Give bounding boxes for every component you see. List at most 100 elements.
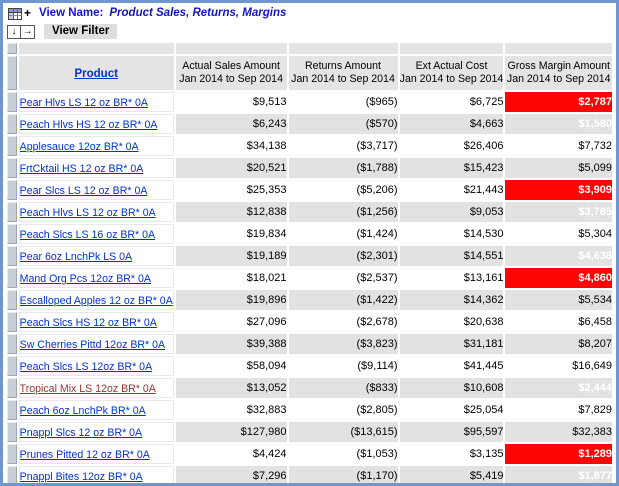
product-link[interactable]: Peach Slcs HS 12 oz BR* 0A bbox=[19, 317, 157, 329]
row-handle[interactable] bbox=[7, 378, 17, 398]
product-link[interactable]: Peach 6oz LnchPk BR* 0A bbox=[19, 405, 146, 417]
arrow-right-icon[interactable]: → bbox=[21, 24, 35, 39]
returns-cell: ($1,170) bbox=[288, 466, 398, 483]
table-row: Peach Slcs LS 12oz BR* 0A $58,094 ($9,114)… bbox=[7, 356, 612, 376]
cost-cell: $41,445 bbox=[399, 356, 504, 376]
view-title: Product Sales, Returns, Margins bbox=[109, 7, 287, 19]
row-handle[interactable] bbox=[7, 92, 17, 112]
margin-cell: $7,732 bbox=[505, 136, 612, 156]
view-filter-label[interactable]: View Filter bbox=[44, 24, 118, 39]
cost-cell: $14,551 bbox=[399, 246, 504, 266]
table-row: Prunes Pitted 12 oz BR* 0A $4,424 ($1,053)… bbox=[7, 444, 612, 464]
cost-cell: $5,419 bbox=[399, 466, 504, 483]
row-handle[interactable] bbox=[7, 312, 17, 332]
returns-cell: ($5,206) bbox=[288, 180, 398, 200]
product-cell: Applesauce 12oz BR* 0A bbox=[18, 136, 174, 156]
sales-cell: $34,138 bbox=[175, 136, 287, 156]
row-handle[interactable] bbox=[7, 158, 17, 178]
row-handle[interactable] bbox=[7, 290, 17, 310]
product-link[interactable]: Pear Slcs LS 12 oz BR* 0A bbox=[19, 185, 148, 197]
column-header-returns[interactable]: Returns Amount Jan 2014 to Sep 2014 bbox=[288, 56, 398, 90]
row-handle[interactable] bbox=[7, 136, 17, 156]
product-link[interactable]: Mand Org Pcs 12oz BR* 0A bbox=[19, 273, 151, 285]
product-link[interactable]: Tropical Mix LS 12oz BR* 0A bbox=[19, 383, 156, 395]
cost-cell: $26,406 bbox=[399, 136, 504, 156]
returns-cell: ($3,717) bbox=[288, 136, 398, 156]
product-link[interactable]: Peach Hlvs HS 12 oz BR* 0A bbox=[19, 119, 158, 131]
cost-cell: $10,608 bbox=[399, 378, 504, 398]
product-link[interactable]: FrtCktail HS 12 oz BR* 0A bbox=[19, 163, 144, 175]
returns-cell: ($2,678) bbox=[288, 312, 398, 332]
row-handle[interactable] bbox=[7, 466, 17, 483]
product-link[interactable]: Pear Hlvs LS 12 oz BR* 0A bbox=[19, 97, 149, 109]
product-link[interactable]: Sw Cherries Pittd 12oz BR* 0A bbox=[19, 339, 166, 351]
grid-head: Product Actual Sales Amount Jan 2014 to … bbox=[7, 43, 612, 90]
margin-cell: $5,534 bbox=[505, 290, 612, 310]
row-handle[interactable] bbox=[7, 246, 17, 266]
product-cell: Pnappl Slcs 12 oz BR* 0A bbox=[18, 422, 174, 442]
row-handle[interactable] bbox=[7, 224, 17, 244]
product-link[interactable]: Peach Slcs LS 16 oz BR* 0A bbox=[19, 229, 156, 241]
sales-cell: $9,513 bbox=[175, 92, 287, 112]
metric-name: Gross Margin Amount bbox=[507, 60, 610, 72]
returns-cell: ($1,788) bbox=[288, 158, 398, 178]
metric-name: Actual Sales Amount bbox=[182, 60, 281, 72]
spacer-cell bbox=[505, 43, 612, 54]
sales-cell: $127,980 bbox=[175, 422, 287, 442]
table-row: Pear Slcs LS 12 oz BR* 0A $25,353 ($5,206)… bbox=[7, 180, 612, 200]
margin-cell: $3,909 bbox=[505, 180, 612, 200]
cost-cell: $6,725 bbox=[399, 92, 504, 112]
product-link[interactable]: Pear 6oz LnchPk LS 0A bbox=[19, 251, 133, 263]
product-link[interactable]: Prunes Pitted 12 oz BR* 0A bbox=[19, 449, 150, 461]
metric-name: Ext Actual Cost bbox=[415, 60, 488, 72]
row-handle[interactable] bbox=[7, 114, 17, 134]
column-header-ext-actual-cost[interactable]: Ext Actual Cost Jan 2014 to Sep 2014 bbox=[399, 56, 504, 90]
margin-cell: $8,207 bbox=[505, 334, 612, 354]
margin-cell: $5,099 bbox=[505, 158, 612, 178]
row-handle[interactable] bbox=[7, 422, 17, 442]
row-handle[interactable] bbox=[7, 444, 17, 464]
product-cell: Peach Slcs LS 12oz BR* 0A bbox=[18, 356, 174, 376]
cost-cell: $95,597 bbox=[399, 422, 504, 442]
column-header-product[interactable]: Product bbox=[18, 56, 174, 90]
expand-icon[interactable]: + bbox=[24, 6, 32, 20]
row-handle[interactable] bbox=[7, 180, 17, 200]
returns-cell: ($1,256) bbox=[288, 202, 398, 222]
row-handle[interactable] bbox=[7, 334, 17, 354]
column-header-actual-sales[interactable]: Actual Sales Amount Jan 2014 to Sep 2014 bbox=[175, 56, 287, 90]
product-link[interactable]: Applesauce 12oz BR* 0A bbox=[19, 141, 139, 153]
arrow-down-icon[interactable]: ↓ bbox=[7, 24, 21, 39]
product-link[interactable]: Pnappl Bites 12oz BR* 0A bbox=[19, 471, 143, 483]
row-handle[interactable] bbox=[7, 400, 17, 420]
cost-cell: $15,423 bbox=[399, 158, 504, 178]
row-handle[interactable] bbox=[7, 202, 17, 222]
margin-cell: $2,444 bbox=[505, 378, 612, 398]
product-link[interactable]: Peach Hlvs LS 12 oz BR* 0A bbox=[19, 207, 156, 219]
product-link[interactable]: Escalloped Apples 12 oz BR* 0A bbox=[19, 295, 173, 307]
product-cell: Tropical Mix LS 12oz BR* 0A bbox=[18, 378, 174, 398]
sales-cell: $32,883 bbox=[175, 400, 287, 420]
row-handle[interactable] bbox=[7, 356, 17, 376]
report-grid: Product Actual Sales Amount Jan 2014 to … bbox=[5, 41, 614, 483]
product-header-link[interactable]: Product bbox=[74, 68, 118, 80]
product-link[interactable]: Peach Slcs LS 12oz BR* 0A bbox=[19, 361, 153, 373]
margin-cell: $6,458 bbox=[505, 312, 612, 332]
spacer-cell bbox=[175, 43, 287, 54]
margin-cell: $16,649 bbox=[505, 356, 612, 376]
cost-cell: $3,135 bbox=[399, 444, 504, 464]
margin-cell: $1,289 bbox=[505, 444, 612, 464]
column-header-gross-margin[interactable]: Gross Margin Amount Jan 2014 to Sep 2014 bbox=[505, 56, 612, 90]
product-link[interactable]: Pnappl Slcs 12 oz BR* 0A bbox=[19, 427, 143, 439]
cost-cell: $14,362 bbox=[399, 290, 504, 310]
margin-cell: $5,304 bbox=[505, 224, 612, 244]
metric-period: Jan 2014 to Sep 2014 bbox=[179, 73, 283, 85]
grid-report-icon[interactable] bbox=[8, 7, 23, 20]
row-handle[interactable] bbox=[7, 268, 17, 288]
margin-cell: $1,580 bbox=[505, 114, 612, 134]
sales-cell: $18,021 bbox=[175, 268, 287, 288]
margin-cell: $4,860 bbox=[505, 268, 612, 288]
table-row: Pnappl Slcs 12 oz BR* 0A $127,980 ($13,615… bbox=[7, 422, 612, 442]
sales-cell: $58,094 bbox=[175, 356, 287, 376]
sales-cell: $19,834 bbox=[175, 224, 287, 244]
